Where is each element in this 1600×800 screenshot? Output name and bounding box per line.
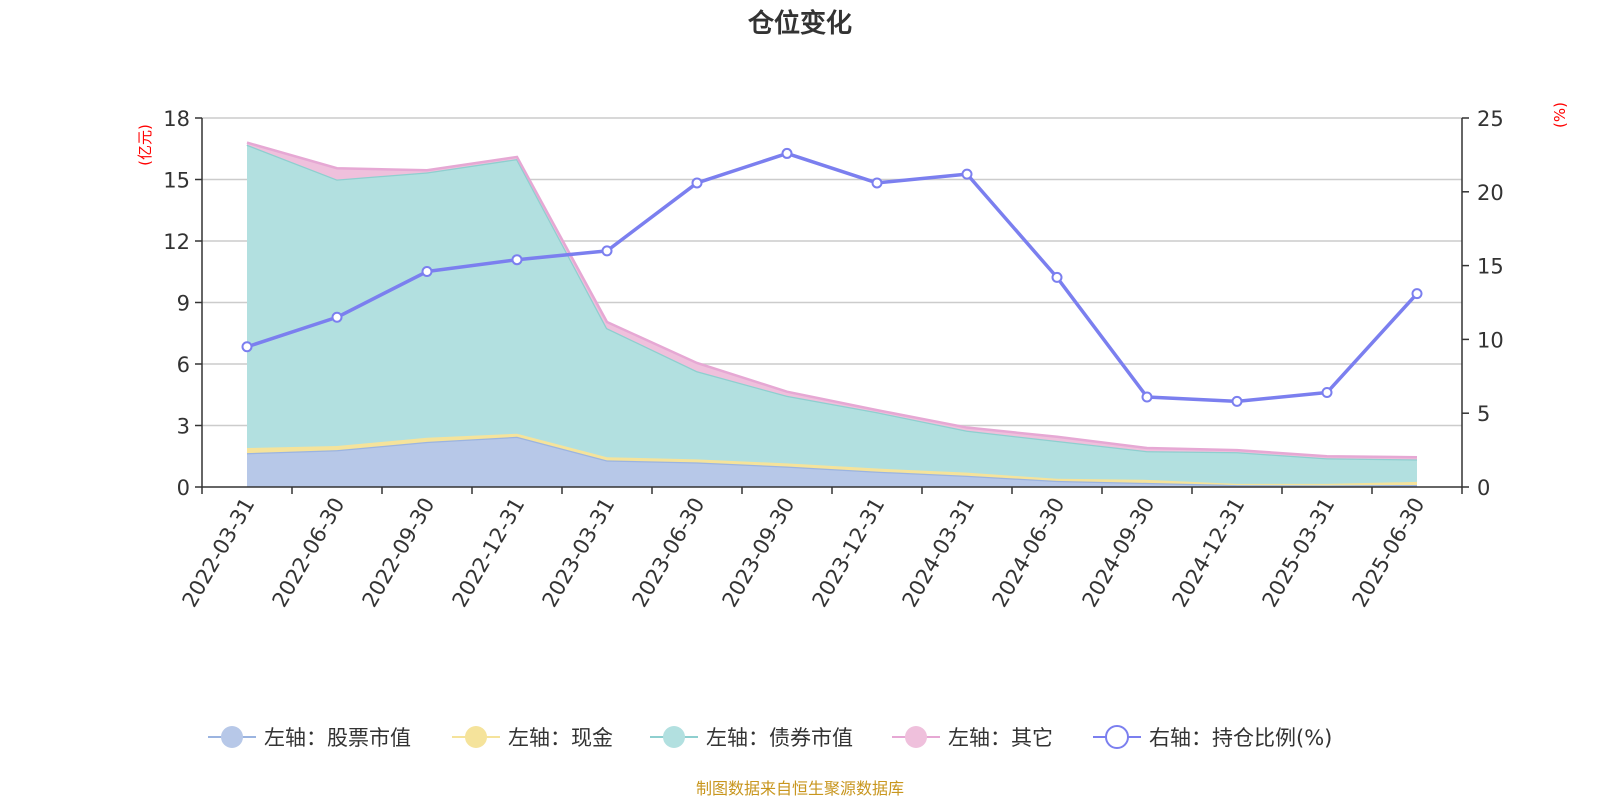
stacked-areas — [246, 141, 1418, 487]
ratio-point — [1321, 387, 1333, 399]
left-axis-unit: (亿元) — [136, 124, 154, 166]
ratio-point — [871, 177, 883, 189]
x-tick-label: 2022-09-30 — [358, 494, 440, 612]
legend-item: 左轴：其它 — [892, 726, 1053, 750]
x-tick-label: 2022-03-31 — [178, 494, 260, 612]
left-tick-label: 15 — [163, 169, 190, 193]
left-tick-label: 18 — [163, 107, 190, 131]
left-tick-label: 0 — [177, 476, 190, 500]
x-tick-label: 2024-06-30 — [988, 494, 1070, 612]
area-2 — [247, 144, 1417, 484]
x-tick-label: 2023-06-30 — [628, 494, 710, 612]
area-0 — [247, 436, 1417, 487]
ratio-point — [781, 147, 793, 159]
right-tick-label: 15 — [1477, 255, 1504, 279]
legend-marker — [1105, 725, 1129, 749]
legend-item: 左轴：债券市值 — [650, 726, 853, 750]
area-3 — [247, 142, 1417, 460]
legend-label: 左轴：债券市值 — [706, 726, 853, 750]
legend-marker — [663, 726, 685, 748]
x-tick-label: 2024-09-30 — [1078, 494, 1160, 612]
legend-label: 左轴：其它 — [948, 726, 1053, 750]
ratio-line — [246, 151, 1419, 404]
ratio-point — [691, 177, 703, 189]
legend-label: 左轴：股票市值 — [264, 726, 411, 750]
area-edge-3 — [246, 141, 1418, 459]
x-tick-label: 2024-12-31 — [1168, 494, 1250, 612]
x-tick-label: 2024-03-31 — [898, 494, 980, 612]
legend-label: 左轴：现金 — [508, 726, 613, 750]
ratio-point — [961, 168, 973, 180]
ratio-point — [1231, 395, 1243, 407]
right-axis-unit: (%) — [1551, 102, 1569, 128]
source-note: 制图数据来自恒生聚源数据库 — [696, 779, 904, 798]
right-tick-label: 5 — [1477, 402, 1490, 426]
chart-title: 仓位变化 — [747, 8, 852, 39]
ratio-point — [331, 311, 343, 323]
legend-item: 左轴：现金 — [452, 726, 613, 750]
ratio-point — [511, 254, 523, 266]
right-tick-label: 10 — [1477, 328, 1504, 352]
ratio-point — [601, 245, 613, 257]
x-tick-label: 2025-06-30 — [1348, 494, 1430, 612]
right-tick-label: 25 — [1477, 107, 1504, 131]
legend-item: 左轴：股票市值 — [208, 726, 411, 750]
ratio-point — [1411, 288, 1423, 300]
right-tick-label: 20 — [1477, 181, 1504, 205]
position-ratio-line — [241, 147, 1423, 407]
left-tick-label: 12 — [163, 230, 190, 254]
left-tick-label: 9 — [177, 292, 190, 316]
legend-item: 右轴：持仓比例(%) — [1093, 725, 1332, 750]
legend-label: 右轴：持仓比例(%) — [1149, 726, 1332, 750]
ratio-point — [1051, 271, 1063, 283]
ratio-point — [1141, 391, 1153, 403]
legend-marker — [905, 726, 927, 748]
x-tick-label: 2023-03-31 — [538, 494, 620, 612]
legend-marker — [465, 726, 487, 748]
legend: 左轴：股票市值 左轴：现金 左轴：债券市值 左轴：其它 右轴：持仓比例(%) — [208, 725, 1332, 750]
ratio-point — [241, 341, 253, 353]
x-tick-label: 2025-03-31 — [1258, 494, 1340, 612]
x-tick-label: 2022-12-31 — [448, 494, 530, 612]
legend-marker — [221, 726, 243, 748]
left-tick-label: 3 — [177, 415, 190, 439]
x-tick-label: 2023-12-31 — [808, 494, 890, 612]
ratio-point — [421, 266, 433, 278]
right-tick-label: 0 — [1477, 476, 1490, 500]
left-tick-label: 6 — [177, 353, 190, 377]
x-tick-label: 2022-06-30 — [268, 494, 350, 612]
x-tick-label: 2023-09-30 — [718, 494, 800, 612]
